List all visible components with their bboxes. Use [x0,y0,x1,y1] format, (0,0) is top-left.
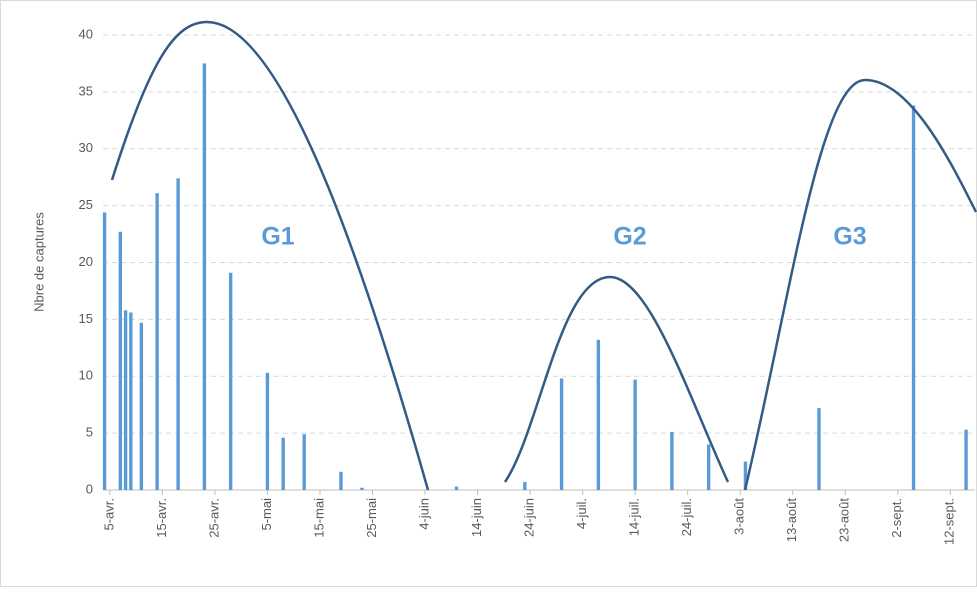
y-tick-label: 0 [86,481,93,496]
x-tick-label: 14-juil. [627,498,642,536]
bar [139,322,144,490]
bar [123,310,128,490]
g2-curve [503,275,730,483]
x-tick-label: 13-août [784,498,799,542]
g3-curve [743,78,977,491]
x-tick-label: 15-mai [311,498,326,538]
y-axis-title: Nbre de captures [31,212,46,312]
x-tick-label: 2-sept. [889,498,904,538]
y-tick-label: 15 [79,311,93,326]
x-tick-label: 5-avr. [101,498,116,531]
x-tick-label: 5-mai [259,498,274,531]
x-tick-label: 14-juin [469,498,484,537]
bar [339,471,343,490]
bar [559,378,564,490]
x-tick-label: 4-juin [416,498,431,530]
bar [360,487,364,490]
bar [817,408,821,490]
x-tick-label: 12-sept. [942,498,957,545]
bar [228,272,233,490]
x-tick-label: 24-juin [522,498,537,537]
bar [633,379,637,490]
bar [743,461,748,490]
y-tick-label: 10 [79,368,93,383]
plot: 0 5 10 15 20 25 30 35 40 5-avr. 15-avr. 25-avr. 5-ma… [79,26,975,545]
x-tick-label: 4-juil. [574,498,589,529]
bar [670,431,674,490]
bar [454,486,459,490]
annotation: G3 [833,223,866,251]
y-tick-label: 5 [86,425,93,440]
y-tick-label: 40 [79,26,93,41]
x-tick-label: 24-juil. [679,498,694,536]
bar [523,482,527,490]
annotation: G1 [261,223,294,251]
bar [964,429,968,490]
bar [155,193,159,491]
bar [911,105,916,491]
bar [102,212,107,490]
annotation: G2 [613,223,646,251]
g1-curve [110,20,430,491]
bar [302,434,306,490]
x-tick-label: 25-mai [364,498,379,538]
y-tick-label: 20 [79,254,93,269]
y-tick-label: 35 [79,83,93,98]
bar [129,312,133,490]
bar [202,63,207,490]
bar [706,444,711,490]
bar [265,372,270,490]
bar [118,231,123,490]
x-tick-label: 15-avr. [154,498,169,538]
bar [176,178,180,490]
bar [596,339,601,490]
x-tick-label: 3-août [732,498,747,535]
bar [281,437,285,490]
x-tick-label: 23-août [837,498,852,542]
y-tick-label: 30 [79,140,93,155]
x-tick-label: 25-avr. [206,498,221,538]
y-tick-label: 25 [79,197,93,212]
